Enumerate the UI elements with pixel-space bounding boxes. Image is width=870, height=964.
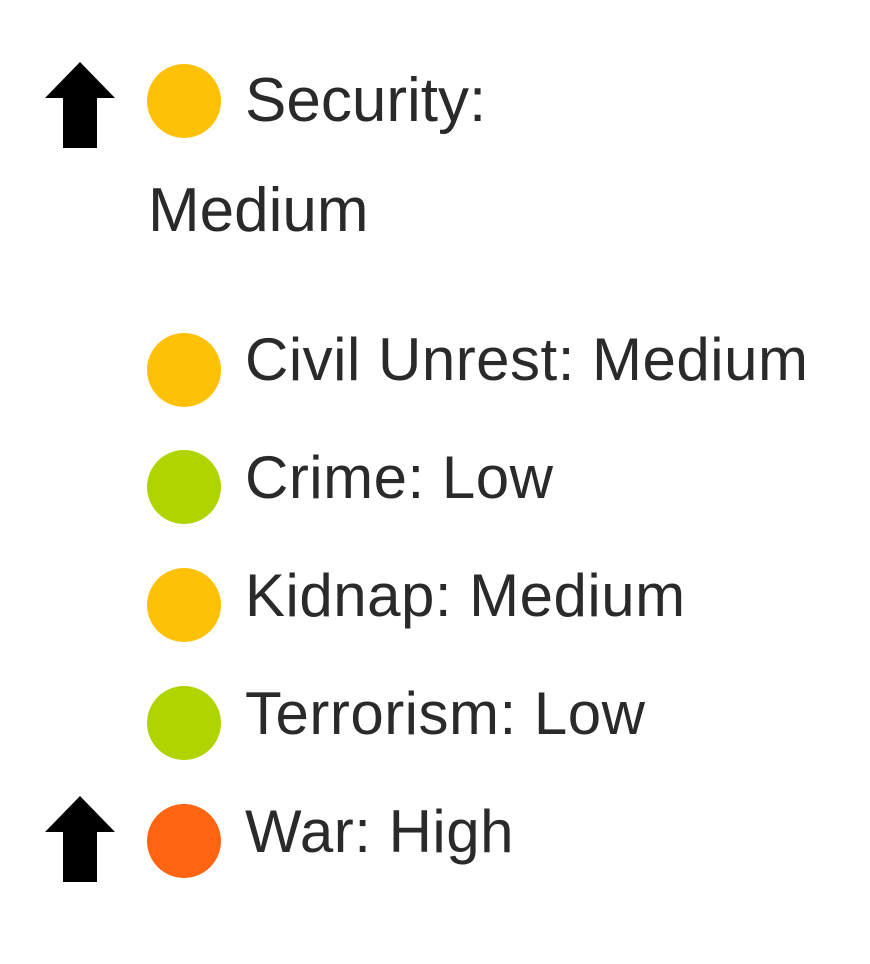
item-label: War: High <box>245 798 514 865</box>
security-level: Medium <box>148 176 369 245</box>
status-dot-security <box>147 64 221 138</box>
item-label: Terrorism: Low <box>245 680 646 747</box>
security-label: Security: <box>245 66 487 135</box>
status-dot <box>147 568 221 642</box>
up-arrow-icon <box>45 796 115 882</box>
up-arrow-icon <box>45 62 115 148</box>
status-dot <box>147 333 221 407</box>
item-label: Kidnap: Medium <box>245 562 686 629</box>
item-label: Civil Unrest: Medium <box>245 326 809 393</box>
status-dot <box>147 804 221 878</box>
status-dot <box>147 450 221 524</box>
item-label: Crime: Low <box>245 444 554 511</box>
status-dot <box>147 686 221 760</box>
